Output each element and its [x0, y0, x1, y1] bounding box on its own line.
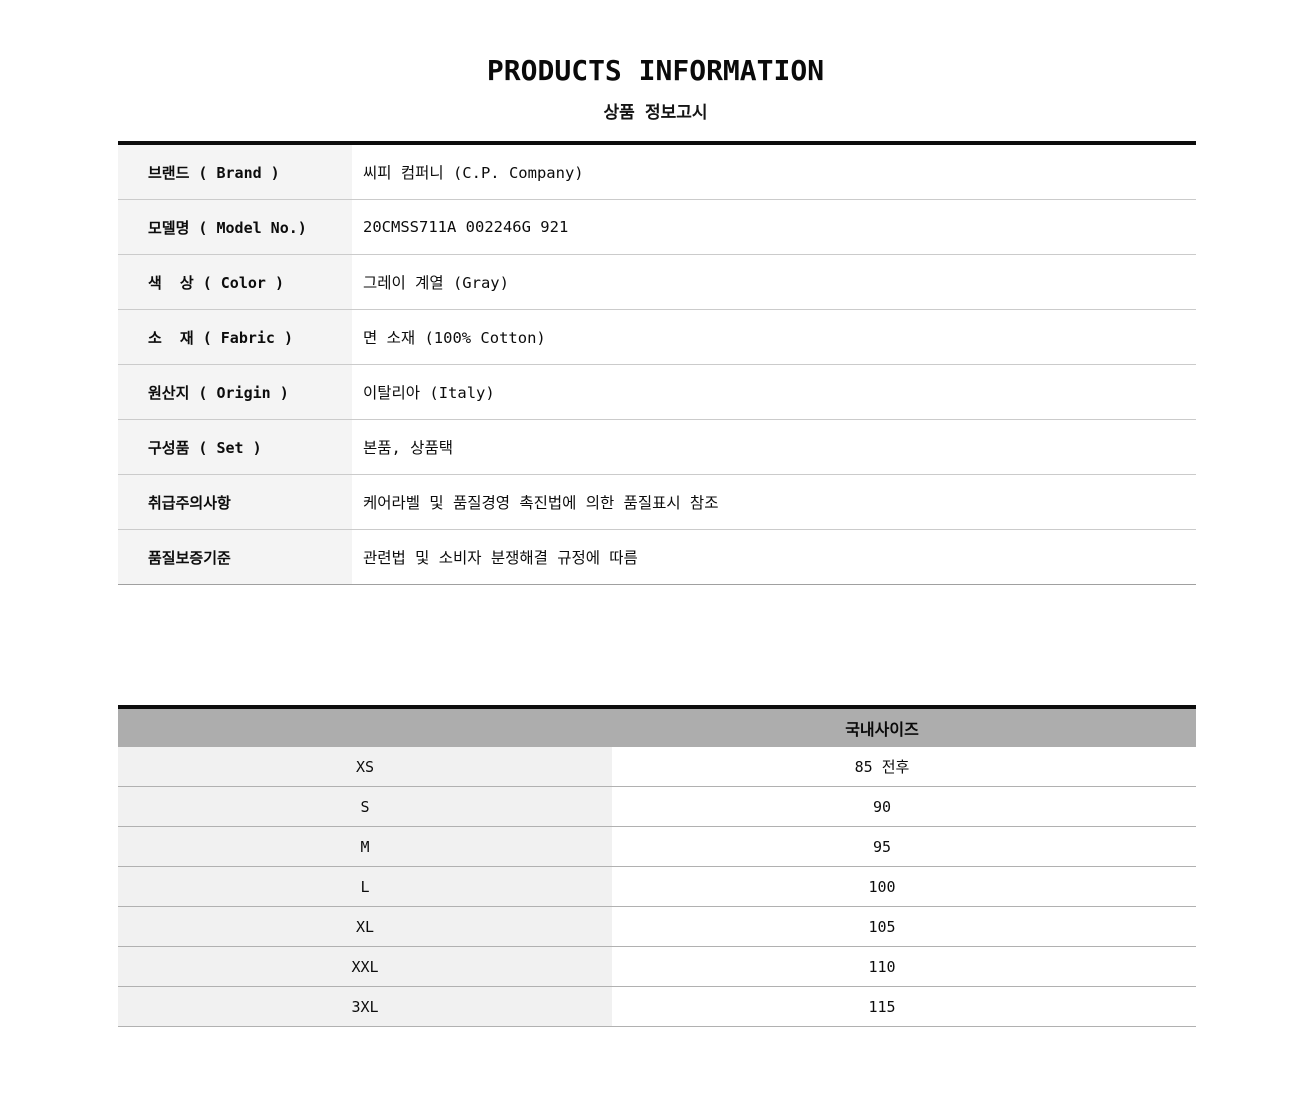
row-value: 20CMSS711A 002246G 921 — [363, 218, 569, 236]
row-value: 본품, 상품택 — [363, 439, 453, 457]
size-row-xs: XS 85 전후 — [118, 747, 1196, 787]
size-value: 95 — [872, 837, 892, 856]
size-table-header-label: 국내사이즈 — [845, 720, 919, 739]
row-label: 취급주의사항 — [118, 475, 352, 529]
size-row-m: M 95 — [118, 827, 1196, 867]
size-label: XS — [118, 747, 612, 786]
row-label: 원산지 ( Origin ) — [118, 365, 352, 419]
size-value: 110 — [868, 957, 896, 976]
row-label: 색 상 ( Color ) — [118, 255, 352, 309]
row-label: 소 재 ( Fabric ) — [118, 310, 352, 364]
table-top-double-rule — [118, 141, 1196, 145]
table-row-fabric: 소 재 ( Fabric ) 면 소재 (100% Cotton) — [118, 310, 1196, 365]
row-value: 씨피 컴퍼니 (C.P. Company) — [363, 164, 584, 182]
size-value: 90 — [872, 797, 892, 816]
page-title: PRODUCTS INFORMATION — [486, 54, 825, 87]
size-row-xxl: XXL 110 — [118, 947, 1196, 987]
row-value: 면 소재 (100% Cotton) — [363, 329, 546, 347]
table-top-double-rule — [118, 705, 1196, 709]
row-label: 브랜드 ( Brand ) — [118, 145, 352, 199]
size-label: L — [118, 867, 612, 906]
table-row-brand: 브랜드 ( Brand ) 씨피 컴퍼니 (C.P. Company) — [118, 145, 1196, 200]
row-label: 구성품 ( Set ) — [118, 420, 352, 474]
row-value: 관련법 및 소비자 분쟁해결 규정에 따름 — [363, 549, 638, 567]
size-value: 105 — [868, 917, 896, 936]
size-table-header-spacer — [118, 709, 612, 747]
table-row-color: 색 상 ( Color ) 그레이 계열 (Gray) — [118, 255, 1196, 310]
table-row-care-instructions: 취급주의사항 케어라벨 및 품질경영 촉진법에 의한 품질표시 참조 — [118, 475, 1196, 530]
size-row-l: L 100 — [118, 867, 1196, 907]
table-row-origin: 원산지 ( Origin ) 이탈리아 (Italy) — [118, 365, 1196, 420]
size-table: 국내사이즈 XS 85 전후 S 90 M 95 L 100 XL 105 XX… — [118, 705, 1196, 1027]
size-value: 85 전후 — [854, 758, 910, 776]
size-label: S — [118, 787, 612, 826]
size-label: M — [118, 827, 612, 866]
size-value: 100 — [868, 877, 896, 896]
row-value: 그레이 계열 (Gray) — [363, 274, 509, 292]
size-row-3xl: 3XL 115 — [118, 987, 1196, 1027]
size-table-header-row: 국내사이즈 — [118, 709, 1196, 747]
page-heading: PRODUCTS INFORMATION 상품 정보고시 — [0, 0, 1311, 123]
size-row-xl: XL 105 — [118, 907, 1196, 947]
size-label: XL — [118, 907, 612, 946]
size-row-s: S 90 — [118, 787, 1196, 827]
size-value: 115 — [868, 997, 896, 1016]
table-row-quality-assurance: 품질보증기준 관련법 및 소비자 분쟁해결 규정에 따름 — [118, 530, 1196, 585]
row-label: 모델명 ( Model No.) — [118, 200, 352, 254]
product-info-table: 브랜드 ( Brand ) 씨피 컴퍼니 (C.P. Company) 모델명 … — [118, 141, 1196, 585]
table-row-model-no: 모델명 ( Model No.) 20CMSS711A 002246G 921 — [118, 200, 1196, 255]
row-value: 케어라벨 및 품질경영 촉진법에 의한 품질표시 참조 — [363, 494, 719, 512]
row-label: 품질보증기준 — [118, 530, 352, 584]
page-subtitle: 상품 정보고시 — [603, 102, 708, 123]
row-value: 이탈리아 (Italy) — [363, 384, 495, 402]
size-label: 3XL — [118, 987, 612, 1026]
table-row-set: 구성품 ( Set ) 본품, 상품택 — [118, 420, 1196, 475]
size-label: XXL — [118, 947, 612, 986]
